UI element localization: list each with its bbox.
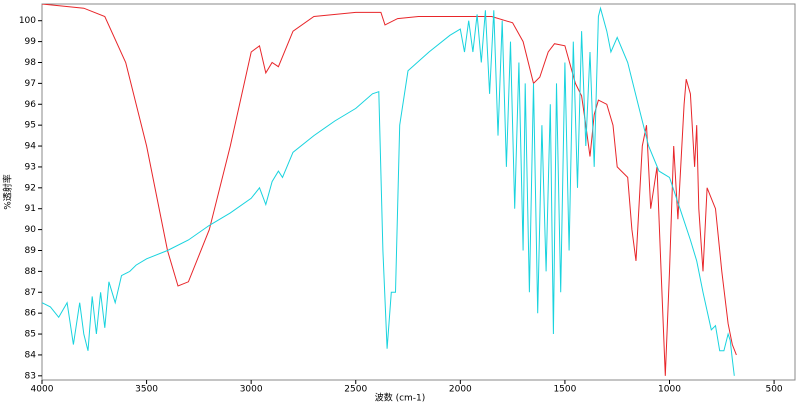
- y-tick-label: 94: [25, 142, 37, 152]
- y-axis-label: %透射率: [2, 174, 14, 210]
- x-tick-label: 4000: [31, 385, 54, 395]
- x-tick-label: 1500: [553, 385, 576, 395]
- plot-area: [41, 3, 796, 381]
- y-tick-label: 99: [25, 37, 37, 47]
- y-tick-label: 96: [25, 100, 37, 110]
- x-axis-label: 波数 (cm-1): [375, 392, 426, 404]
- spectrum-line: [42, 6, 735, 376]
- y-tick-label: 83: [25, 371, 36, 381]
- y-tick-label: 85: [25, 330, 36, 340]
- x-tick-label: 2500: [344, 385, 367, 395]
- y-tick-label: 97: [25, 79, 36, 89]
- x-tick-label: 1000: [658, 385, 681, 395]
- y-tick-label: 92: [25, 183, 36, 193]
- x-tick-label: 500: [765, 385, 782, 395]
- y-tick-label: 89: [25, 246, 37, 256]
- y-tick-label: 100: [19, 16, 36, 26]
- x-tick-label: 2000: [449, 385, 472, 395]
- y-tick-label: 86: [25, 309, 37, 319]
- spectrum-line: [42, 4, 737, 376]
- x-tick-label: 3000: [240, 385, 263, 395]
- y-tick-label: 98: [25, 58, 37, 68]
- y-tick-label: 87: [25, 288, 36, 298]
- y-tick-label: 88: [25, 267, 37, 277]
- y-tick-label: 90: [25, 225, 37, 235]
- y-tick-label: 84: [25, 350, 37, 360]
- x-tick-label: 3500: [135, 385, 158, 395]
- y-tick-label: 91: [25, 204, 36, 214]
- y-tick-label: 93: [25, 162, 36, 172]
- y-tick-label: 95: [25, 121, 36, 131]
